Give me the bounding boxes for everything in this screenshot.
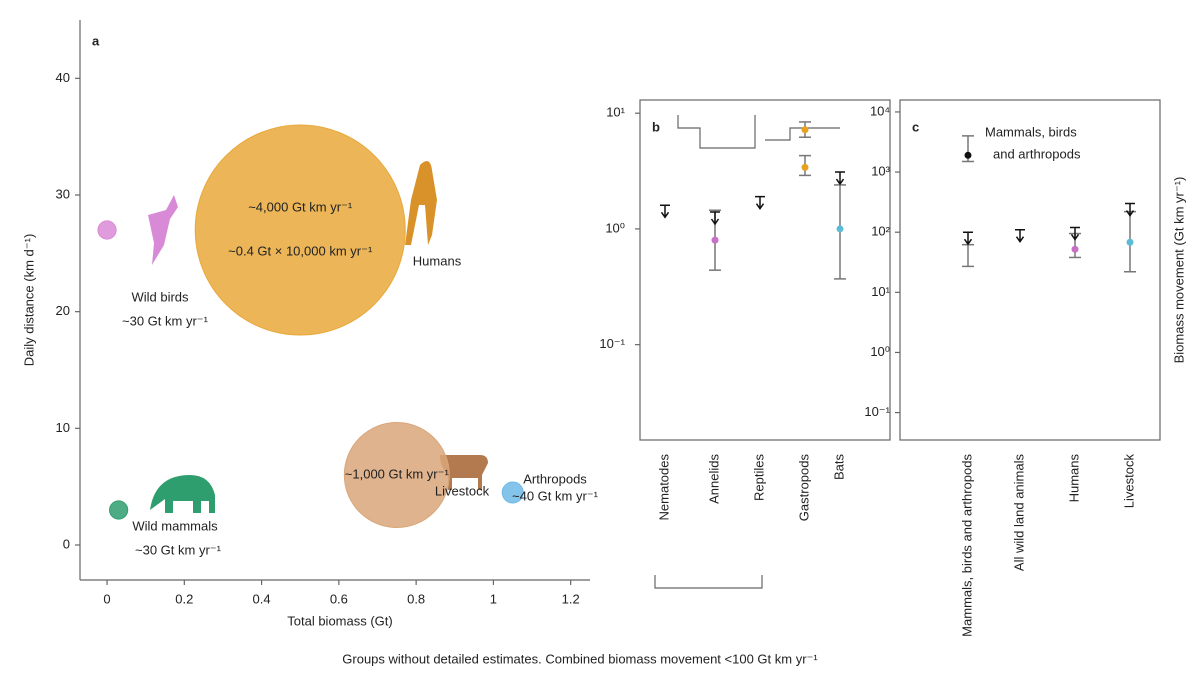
plot-frame: [899, 99, 1161, 441]
x-axis-label: Total biomass (Gt): [287, 613, 392, 628]
y-tick-label: 0: [63, 536, 70, 551]
upper-limit: [963, 231, 973, 246]
annotation: Mammals, birds: [985, 124, 1077, 139]
point: [964, 151, 972, 159]
point: [801, 126, 809, 134]
upper-limit: [710, 211, 720, 226]
bubble-size-label: ~30 Gt km yr⁻¹: [135, 542, 222, 557]
y-tick-label: 10⁴: [870, 103, 890, 118]
point: [801, 163, 809, 171]
x-tick-label: 0.6: [330, 591, 348, 606]
x-tick-label: Reptiles: [751, 454, 766, 501]
bubble-size-label: ~4,000 Gt km yr⁻¹: [248, 199, 353, 214]
upper-limit: [1125, 202, 1135, 217]
y-tick-label: 10³: [871, 164, 890, 179]
y-tick-label: 10: [56, 420, 70, 435]
bracket: [654, 575, 763, 589]
x-tick-label: 0.2: [175, 591, 193, 606]
upper-limit: [755, 195, 765, 210]
point: [1071, 245, 1079, 253]
upper-limit: [1015, 228, 1025, 244]
panel-label: b: [652, 119, 660, 134]
bubble-name: Humans: [413, 253, 462, 268]
y-tick-label: 10¹: [606, 105, 625, 120]
upper-limit: [660, 204, 670, 219]
x-tick-label: Nematodes: [656, 454, 671, 521]
plot-frame: [639, 99, 891, 441]
point: [711, 236, 719, 244]
x-tick-label: Bats: [831, 454, 846, 481]
y-tick-label: 10⁰: [870, 344, 890, 359]
y-tick-label: 10⁻¹: [864, 404, 890, 419]
bracket: [765, 127, 840, 141]
x-tick-label: 0.4: [253, 591, 271, 606]
y-axis-label: Daily distance (km d⁻¹): [21, 234, 36, 367]
bubble: [109, 500, 129, 520]
y-tick-label: 30: [56, 186, 70, 201]
y-tick-label: 10⁰: [605, 220, 625, 235]
bracket: [677, 115, 756, 149]
bubble: [194, 124, 406, 336]
bubble-size-label: ~30 Gt km yr⁻¹: [122, 313, 209, 328]
y-tick-label: 10²: [871, 224, 890, 239]
x-tick-label: Humans: [1066, 454, 1081, 503]
bubble-name: Wild birds: [131, 289, 189, 304]
upper-limit: [1070, 226, 1080, 241]
bubble: [501, 481, 524, 504]
bird-icon: [148, 195, 178, 265]
x-tick-label: Annelids: [706, 454, 721, 504]
x-tick-label: Gastropods: [796, 454, 811, 522]
x-tick-label: 1.2: [562, 591, 580, 606]
y-tick-label: 10¹: [871, 284, 890, 299]
x-tick-label: Mammals, birds and arthropods: [959, 454, 974, 637]
bubble-name: Wild mammals: [132, 518, 218, 533]
bubble-name: Livestock: [435, 483, 490, 498]
bubble: [343, 422, 450, 528]
cow-icon: [440, 455, 488, 490]
x-tick-label: 0: [103, 591, 110, 606]
human-icon: [405, 161, 437, 245]
elephant-icon: [150, 475, 215, 513]
bubble: [97, 220, 117, 240]
upper-limit: [835, 171, 845, 186]
y-tick-label: 10⁻¹: [599, 336, 625, 351]
bubble-size-label: ~40 Gt km yr⁻¹: [512, 488, 599, 503]
point: [836, 225, 844, 233]
x-tick-label: Livestock: [1121, 454, 1136, 509]
panel-label: c: [912, 119, 919, 134]
y-tick-label: 20: [56, 303, 70, 318]
x-tick-label: 0.8: [407, 591, 425, 606]
x-tick-label: All wild land animals: [1011, 454, 1026, 572]
panel-label: a: [92, 33, 100, 48]
bubble-name: Arthropods: [523, 471, 587, 486]
point: [1126, 238, 1134, 246]
x-tick-label: 1: [490, 591, 497, 606]
y-tick-label: 40: [56, 70, 70, 85]
bubble-annotation: ~0.4 Gt × 10,000 km yr⁻¹: [228, 243, 373, 258]
annotation: and arthropods: [993, 146, 1081, 161]
bubble-size-label: ~1,000 Gt km yr⁻¹: [345, 466, 450, 481]
y-axis-label: Biomass movement (Gt km yr⁻¹): [1171, 177, 1186, 364]
caption: Groups without detailed estimates. Combi…: [342, 651, 818, 666]
